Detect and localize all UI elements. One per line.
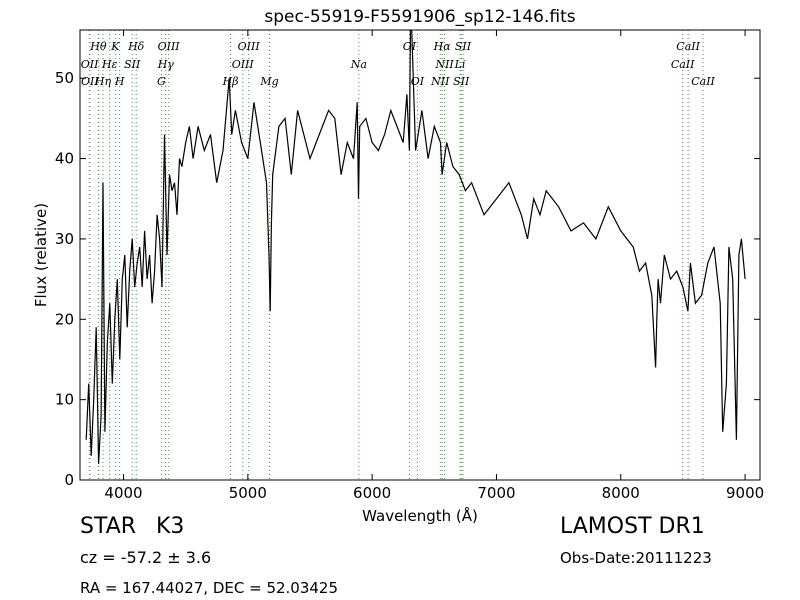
line-label: Hθ [89,40,107,53]
line-label: SII [453,75,470,88]
line-label: OIII [232,58,255,71]
line-label: SII [124,58,141,71]
y-axis-label: Flux (relative) [32,203,50,307]
line-label: OI [411,75,425,88]
line-label: Hδ [127,40,145,53]
line-label: Hη [94,75,112,88]
line-label: Hα [433,40,452,53]
x-axis-label: Wavelength (Å) [362,506,478,525]
x-tick-label: 9000 [726,484,764,502]
chart-title: spec-55919-F5591906_sp12-146.fits [264,7,575,27]
y-tick-label: 30 [55,230,74,248]
object-class: STAR [80,514,137,539]
y-tick-label: 40 [55,150,74,168]
line-label: OII [81,75,99,88]
coordinates-text: RA = 167.44027, DEC = 52.03425 [80,579,339,597]
line-label: NII [430,75,450,88]
line-label: Li [454,58,466,71]
line-label: G [157,75,166,88]
line-label: Hε [101,58,118,71]
x-tick-label: 8000 [602,484,640,502]
spectrum-line [85,30,746,464]
object-subclass: K3 [156,514,185,539]
x-tick-label: 6000 [353,484,391,502]
y-tick-label: 20 [55,310,74,328]
line-label: OI [403,40,417,53]
line-label: CaII [676,40,700,53]
line-label: K [110,40,120,53]
line-label: OIII [238,40,261,53]
line-label: OIII [158,40,181,53]
y-tick-label: 50 [55,69,74,87]
line-label: SII [455,40,472,53]
redshift-text: cz = -57.2 ± 3.6 [80,548,212,567]
line-label: NII [434,58,454,71]
x-tick-label: 4000 [104,484,142,502]
line-label: Hβ [222,75,239,88]
plot-frame [79,29,761,481]
x-tick-label: 5000 [229,484,267,502]
y-tick-label: 0 [64,471,74,489]
line-label: Hγ [157,58,175,71]
x-tick-label: 7000 [477,484,515,502]
line-label: Mg [259,75,278,88]
line-label: Na [350,58,367,71]
line-label: OII [81,58,99,71]
survey-label: LAMOST DR1 [560,514,705,539]
y-tick-label: 10 [55,391,74,409]
line-label: H [114,75,125,88]
line-label: CaII [671,58,695,71]
line-label: CaII [691,75,715,88]
obs-date: Obs-Date:20111223 [560,549,712,567]
